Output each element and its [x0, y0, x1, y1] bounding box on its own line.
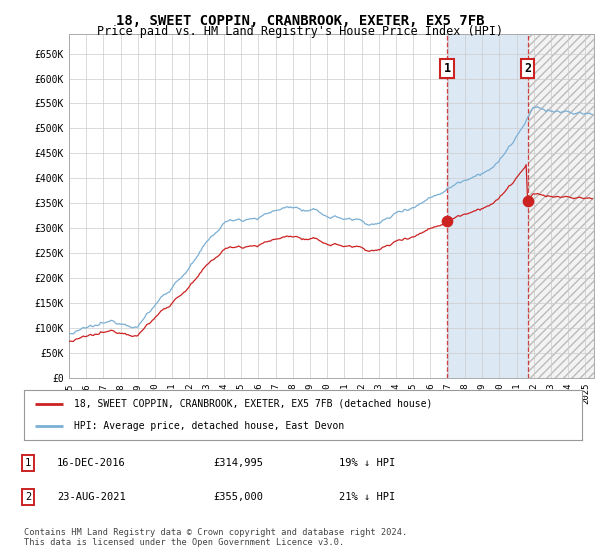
Text: Price paid vs. HM Land Registry's House Price Index (HPI): Price paid vs. HM Land Registry's House …	[97, 25, 503, 38]
Text: 2: 2	[524, 62, 531, 75]
Text: 2: 2	[25, 492, 31, 502]
Text: 16-DEC-2016: 16-DEC-2016	[57, 458, 126, 468]
Text: HPI: Average price, detached house, East Devon: HPI: Average price, detached house, East…	[74, 421, 344, 431]
Bar	[527, 34, 594, 378]
Point	[523, 197, 532, 206]
Text: 18, SWEET COPPIN, CRANBROOK, EXETER, EX5 7FB (detached house): 18, SWEET COPPIN, CRANBROOK, EXETER, EX5…	[74, 399, 433, 409]
Text: 18, SWEET COPPIN, CRANBROOK, EXETER, EX5 7FB: 18, SWEET COPPIN, CRANBROOK, EXETER, EX5…	[116, 14, 484, 28]
Text: 19% ↓ HPI: 19% ↓ HPI	[339, 458, 395, 468]
Text: 21% ↓ HPI: 21% ↓ HPI	[339, 492, 395, 502]
Text: Contains HM Land Registry data © Crown copyright and database right 2024.
This d: Contains HM Land Registry data © Crown c…	[24, 528, 407, 547]
Text: 1: 1	[25, 458, 31, 468]
Bar	[527, 34, 594, 378]
Text: 23-AUG-2021: 23-AUG-2021	[57, 492, 126, 502]
Point	[442, 216, 452, 225]
Text: £314,995: £314,995	[213, 458, 263, 468]
Text: £355,000: £355,000	[213, 492, 263, 502]
Bar	[447, 34, 527, 378]
Text: 1: 1	[443, 62, 451, 75]
